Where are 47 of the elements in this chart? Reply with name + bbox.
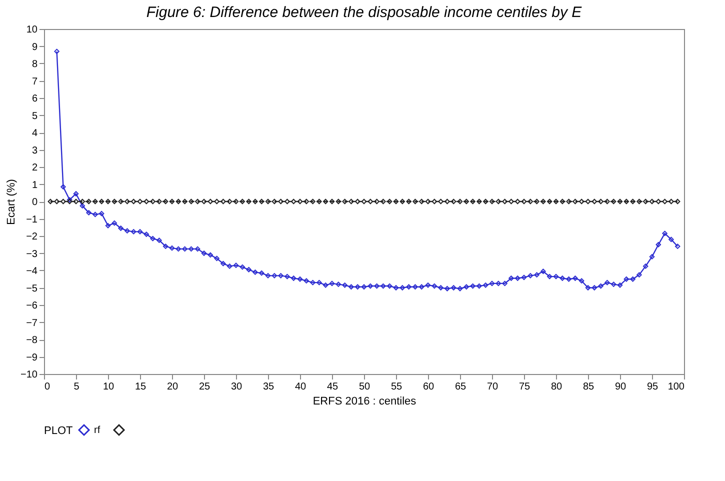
x-tick-label: 95 xyxy=(646,382,658,392)
y-tick-label: 5 xyxy=(32,110,38,122)
y-tick-label: 9 xyxy=(32,42,38,53)
x-tick-label: 55 xyxy=(390,382,402,392)
y-tick-label: −9 xyxy=(26,352,38,364)
x-tick-label: 70 xyxy=(486,382,498,392)
y-tick-label: −4 xyxy=(26,266,38,277)
x-tick-label: 25 xyxy=(198,382,210,392)
x-axis-title: ERFS 2016 : centiles xyxy=(312,396,417,408)
y-tick-label: 1 xyxy=(32,180,38,191)
x-tick-label: 75 xyxy=(518,382,530,392)
x-tick-label: 35 xyxy=(262,382,274,392)
y-tick-label: −6 xyxy=(26,300,38,312)
y-tick-label: −2 xyxy=(26,232,38,242)
y-tick-label: 2 xyxy=(32,162,38,174)
x-tick-label: 20 xyxy=(166,382,178,392)
x-tick-label: 40 xyxy=(294,382,306,392)
x-tick-label: 85 xyxy=(582,382,594,392)
x-tick-label: 80 xyxy=(550,382,562,392)
y-axis-title: Ecart (%) xyxy=(6,179,18,225)
y-tick-label: −1 xyxy=(26,214,38,226)
x-tick-label: 15 xyxy=(134,382,146,392)
legend-label: rf xyxy=(94,425,100,436)
y-tick-label: −8 xyxy=(26,335,38,346)
x-tick-label: 30 xyxy=(230,382,242,392)
y-tick-label: −3 xyxy=(26,248,38,260)
x-tick-label: 5 xyxy=(74,382,80,392)
y-tick-label: 0 xyxy=(32,197,38,208)
y-tick-label: 4 xyxy=(32,128,38,139)
y-tick-label: 7 xyxy=(32,76,38,88)
y-tick-label: −10 xyxy=(20,370,38,380)
y-tick-label: 10 xyxy=(26,24,38,36)
y-tick-label: −7 xyxy=(26,318,38,329)
x-tick-label: 100 xyxy=(668,382,685,392)
x-tick-label: 10 xyxy=(102,382,114,392)
x-tick-label: 45 xyxy=(326,382,338,392)
x-tick-label: 0 xyxy=(44,382,50,392)
chart-title: Figure 6: Difference between the disposable income centiles by E xyxy=(146,4,583,21)
x-tick-label: 65 xyxy=(454,382,466,392)
y-tick-label: 3 xyxy=(32,145,38,156)
y-tick-label: 6 xyxy=(32,94,38,104)
legend-title: PLOT xyxy=(44,425,74,437)
y-tick-label: 8 xyxy=(32,59,38,70)
x-tick-label: 60 xyxy=(422,382,434,392)
y-tick-label: −5 xyxy=(26,283,38,294)
x-tick-label: 90 xyxy=(614,382,626,392)
x-tick-label: 50 xyxy=(358,382,370,392)
